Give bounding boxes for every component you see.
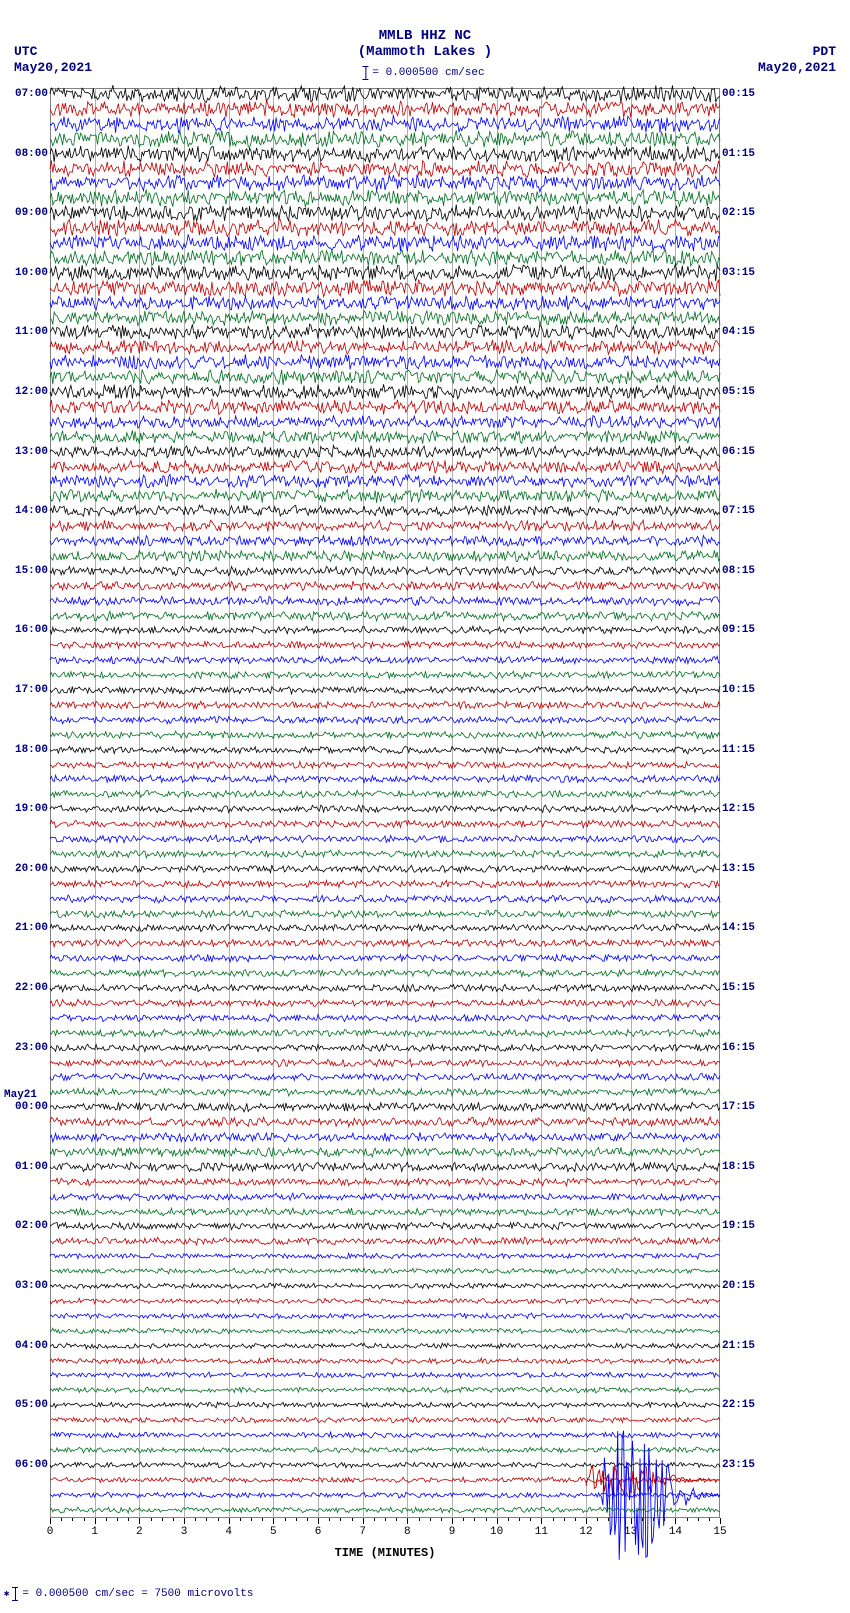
utc-time-label: 09:00 [4, 207, 48, 219]
pdt-time-label: 15:15 [722, 982, 766, 994]
pdt-time-label: 10:15 [722, 684, 766, 696]
utc-time-label: 14:00 [4, 505, 48, 517]
pdt-time-label: 04:15 [722, 326, 766, 338]
seismogram-plot: TIME (MINUTES) 012345678910111213141507:… [50, 88, 720, 1518]
utc-time-label: 11:00 [4, 326, 48, 338]
utc-time-label: 16:00 [4, 624, 48, 636]
pdt-time-label: 21:15 [722, 1340, 766, 1352]
pdt-time-label: 23:15 [722, 1459, 766, 1471]
utc-time-label: 04:00 [4, 1340, 48, 1352]
utc-time-label: 01:00 [4, 1161, 48, 1173]
pdt-time-label: 17:15 [722, 1101, 766, 1113]
pdt-time-label: 06:15 [722, 446, 766, 458]
pdt-time-label: 22:15 [722, 1399, 766, 1411]
footer-scale: ✱ = 0.000500 cm/sec = 7500 microvolts [4, 1587, 253, 1601]
utc-time-label: 12:00 [4, 386, 48, 398]
pdt-time-label: 02:15 [722, 207, 766, 219]
utc-time-label: 05:00 [4, 1399, 48, 1411]
station-line-1: MMLB HHZ NC [0, 28, 850, 44]
tz-left-label: UTC [14, 44, 37, 59]
pdt-time-label: 19:15 [722, 1220, 766, 1232]
pdt-time-label: 05:15 [722, 386, 766, 398]
footer-scale-text: = 0.000500 cm/sec = 7500 microvolts [22, 1588, 253, 1600]
day-break-label: May21 [4, 1089, 37, 1101]
utc-time-label: 06:00 [4, 1459, 48, 1471]
utc-time-label: 10:00 [4, 267, 48, 279]
pdt-time-label: 13:15 [722, 863, 766, 875]
utc-time-label: 21:00 [4, 922, 48, 934]
utc-time-label: 07:00 [4, 88, 48, 100]
footer-asterisk: ✱ [4, 1589, 9, 1599]
utc-time-label: 23:00 [4, 1042, 48, 1054]
seismic-trace [50, 1470, 720, 1550]
pdt-time-label: 18:15 [722, 1161, 766, 1173]
pdt-time-label: 12:15 [722, 803, 766, 815]
utc-time-label: 13:00 [4, 446, 48, 458]
pdt-time-label: 00:15 [722, 88, 766, 100]
pdt-time-label: 16:15 [722, 1042, 766, 1054]
utc-time-label: 03:00 [4, 1280, 48, 1292]
utc-time-label: 00:00 [4, 1101, 48, 1113]
pdt-time-label: 01:15 [722, 148, 766, 160]
pdt-time-label: 07:15 [722, 505, 766, 517]
utc-time-label: 18:00 [4, 744, 48, 756]
utc-time-label: 22:00 [4, 982, 48, 994]
utc-time-label: 02:00 [4, 1220, 48, 1232]
utc-time-label: 19:00 [4, 803, 48, 815]
utc-time-label: 20:00 [4, 863, 48, 875]
tz-right-label: PDT [813, 44, 836, 59]
pdt-time-label: 08:15 [722, 565, 766, 577]
pdt-time-label: 20:15 [722, 1280, 766, 1292]
pdt-time-label: 11:15 [722, 744, 766, 756]
pdt-time-label: 14:15 [722, 922, 766, 934]
pdt-time-label: 03:15 [722, 267, 766, 279]
scale-tick-icon [15, 1587, 16, 1601]
utc-time-label: 15:00 [4, 565, 48, 577]
date-right-label: May20,2021 [758, 60, 836, 75]
pdt-time-label: 09:15 [722, 624, 766, 636]
utc-time-label: 08:00 [4, 148, 48, 160]
utc-time-label: 17:00 [4, 684, 48, 696]
